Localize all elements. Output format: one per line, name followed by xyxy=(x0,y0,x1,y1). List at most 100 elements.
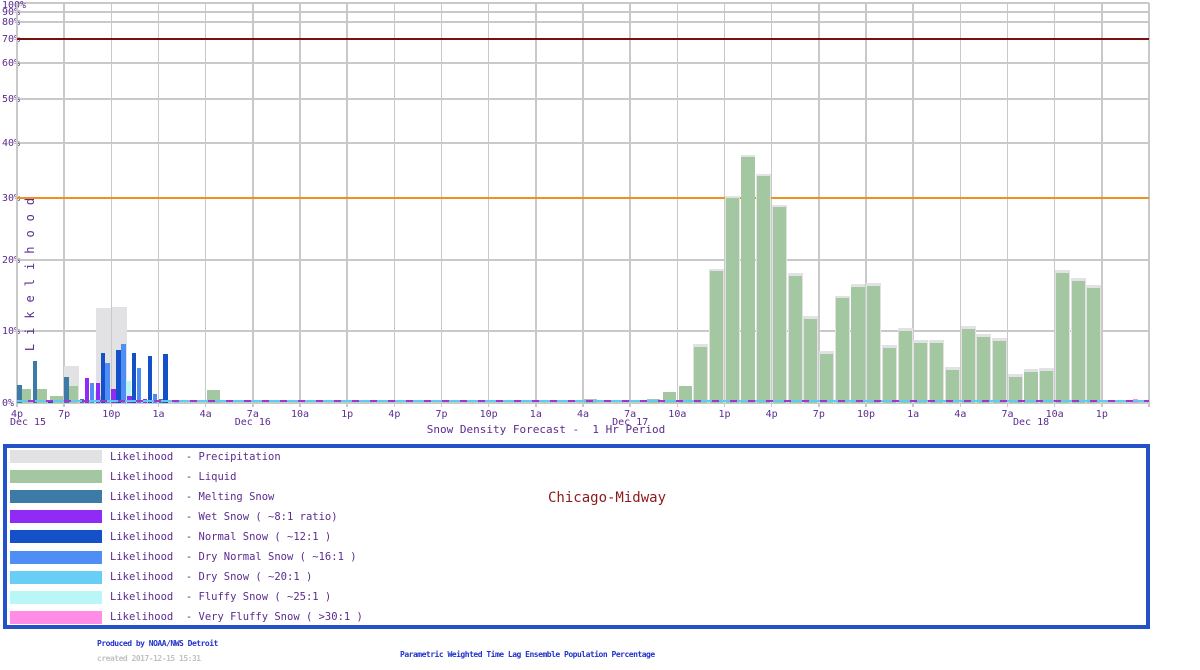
gridline-vertical xyxy=(299,3,301,407)
x-tick-label: 7a xyxy=(246,409,259,420)
footer-method-note: Parametric Weighted Time Lag Ensemble Po… xyxy=(400,650,655,659)
gridline-vertical xyxy=(16,3,18,407)
bar-liquid xyxy=(930,343,944,403)
gridline-vertical xyxy=(1006,3,1009,407)
gridline-vertical xyxy=(204,3,207,407)
bar-wet xyxy=(127,395,132,403)
y-tick-label: 60% xyxy=(2,58,21,69)
x-tick-label: 10a xyxy=(290,409,310,420)
bar-liquid xyxy=(914,343,928,403)
x-date-label: Dec 15 xyxy=(9,417,47,428)
bar-melting xyxy=(64,377,69,403)
y-tick-label: 40% xyxy=(2,138,21,149)
bar-dryNormal xyxy=(152,394,158,403)
legend-swatch-veryFluffy xyxy=(10,610,102,624)
bar-dryNormal xyxy=(136,367,142,403)
bar-liquid xyxy=(882,347,897,403)
x-date-label: Dec 18 xyxy=(1013,417,1050,428)
x-axis-title: Snow Density Forecast - 1 Hr Period xyxy=(426,423,666,436)
x-tick-label: 7p xyxy=(812,409,825,420)
y-tick-label: 90% xyxy=(2,7,21,18)
bar-fluffy xyxy=(126,380,131,403)
gridline-vertical xyxy=(110,3,113,407)
bar-liquid xyxy=(1071,281,1085,403)
x-tick-label: 1a xyxy=(152,409,165,420)
x-tick-label: 1a xyxy=(529,409,542,420)
bar-liquid xyxy=(788,275,802,403)
gridline-vertical xyxy=(157,3,160,407)
bar-liquid xyxy=(992,341,1007,403)
y-tick-label: 100% xyxy=(2,0,27,11)
gridline-vertical xyxy=(582,3,584,407)
gridline-vertical xyxy=(865,3,867,407)
gridline-vertical xyxy=(629,3,631,407)
bar-liquid xyxy=(678,386,692,403)
legend-label-fluffy: Likelihood - Fluffy Snow ( ~25:1 ) xyxy=(110,591,332,604)
footer-produced-by: Produced by NOAA/NWS Detroit xyxy=(97,639,218,648)
bar-liquid xyxy=(1024,372,1038,403)
legend-swatch-melting xyxy=(10,490,102,504)
bar-dryNormal xyxy=(89,382,95,403)
bar-liquid xyxy=(867,285,881,403)
x-tick-label: 4a xyxy=(954,409,967,420)
legend-label-dryNormal: Likelihood - Dry Normal Snow ( ~16:1 ) xyxy=(110,551,357,563)
bar-liquid xyxy=(961,328,975,403)
legend-label-liquid: Likelihood - Liquid xyxy=(110,470,237,483)
x-tick-label: 7p xyxy=(58,409,71,420)
bar-liquid xyxy=(1040,370,1054,403)
bar-liquid xyxy=(835,298,849,403)
bar-liquid xyxy=(820,354,834,403)
bar-wet xyxy=(111,389,116,403)
legend-label-wet: Likelihood - Wet Snow ( ~8:1 ratio) xyxy=(110,510,338,523)
reference-line-30 xyxy=(17,197,1149,199)
legend-label-dry: Likelihood - Dry Snow ( ~20:1 ) xyxy=(110,571,313,584)
y-tick-label: 0% xyxy=(2,398,15,409)
gridline-vertical xyxy=(770,3,773,407)
bar-liquid xyxy=(1087,287,1101,403)
bar-melting xyxy=(17,385,22,403)
gridline-vertical xyxy=(676,3,679,407)
x-tick-label: 7a xyxy=(624,409,637,420)
bar-liquid xyxy=(772,207,786,403)
bar-liquid xyxy=(898,331,912,403)
bar-normal xyxy=(100,353,105,403)
bar-normal xyxy=(131,353,137,403)
legend-label-melting: Likelihood - Melting Snow xyxy=(110,490,275,503)
bar-normal xyxy=(116,349,121,403)
x-tick-label: 10a xyxy=(1045,409,1064,420)
x-tick-label: 4p xyxy=(10,409,24,420)
gridline-vertical xyxy=(1101,3,1103,407)
legend-box xyxy=(3,444,1150,629)
bar-liquid xyxy=(851,286,865,403)
bar-normal xyxy=(147,356,153,403)
bar-wet xyxy=(84,377,90,403)
bar-liquid xyxy=(49,395,63,403)
bar-liquid xyxy=(804,318,818,403)
footer-created-timestamp: created 2017-12-15 15:31 xyxy=(97,654,201,663)
bar-liquid xyxy=(741,156,755,403)
bar-liquid xyxy=(725,198,739,403)
bar-liquid xyxy=(945,369,959,403)
x-tick-label: 1a xyxy=(907,409,920,420)
site-label: Chicago-Midway xyxy=(548,490,667,506)
x-tick-label: 4p xyxy=(388,409,401,420)
y-tick-label: 30% xyxy=(2,193,21,204)
bar-normal xyxy=(163,354,168,403)
bar-liquid xyxy=(1008,377,1022,403)
bar-dryNormal xyxy=(121,343,126,403)
legend-swatch-dryNormal xyxy=(10,550,102,564)
legend-swatch-liquid xyxy=(10,470,102,484)
y-tick-label: 70% xyxy=(2,34,21,45)
x-tick-label: 1p xyxy=(1095,409,1108,420)
bar-melting xyxy=(32,361,38,403)
legend-label-veryFluffy: Likelihood - Very Fluffy Snow ( >30:1 ) xyxy=(110,611,363,624)
gridline-vertical xyxy=(252,3,254,407)
legend-swatch-dry xyxy=(10,570,102,584)
legend-swatch-fluffy xyxy=(10,590,102,604)
gridline-vertical xyxy=(1148,3,1150,407)
x-tick-label: 4a xyxy=(199,409,212,420)
y-tick-label: 50% xyxy=(2,94,21,105)
x-tick-label: 7a xyxy=(1001,409,1014,420)
gridline-vertical xyxy=(912,3,914,407)
